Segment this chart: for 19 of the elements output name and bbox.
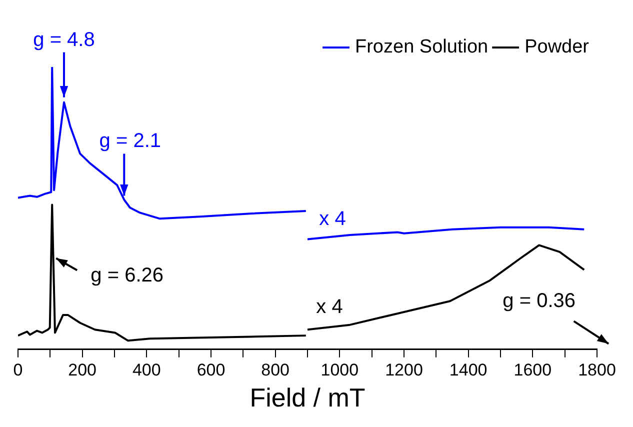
- x-tick-label: 200: [68, 360, 97, 380]
- annotation: x 4: [316, 296, 343, 318]
- x-tick-label: 1400: [449, 360, 488, 380]
- annotation: g = 2.1: [99, 130, 162, 152]
- annotation: x 4: [319, 208, 346, 230]
- x-tick-label: 0: [13, 360, 23, 380]
- x-tick-label: 600: [196, 360, 226, 380]
- legend-label: Powder: [524, 36, 590, 58]
- x-tick-label: 1800: [578, 360, 616, 380]
- x-tick-label: 1200: [385, 360, 423, 380]
- x-tick-label: 400: [132, 360, 161, 380]
- annotation: g = 6.26: [90, 264, 164, 287]
- x-tick-label: 1000: [320, 360, 359, 380]
- x-axis-title: Field / mT: [250, 382, 366, 413]
- annotation: g = 0.36: [502, 290, 576, 312]
- annotation: g = 4.8: [33, 28, 95, 51]
- legend-label: Frozen Solution: [355, 36, 488, 58]
- x-tick-label: 1600: [514, 360, 552, 380]
- x-tick-label: 800: [261, 360, 290, 380]
